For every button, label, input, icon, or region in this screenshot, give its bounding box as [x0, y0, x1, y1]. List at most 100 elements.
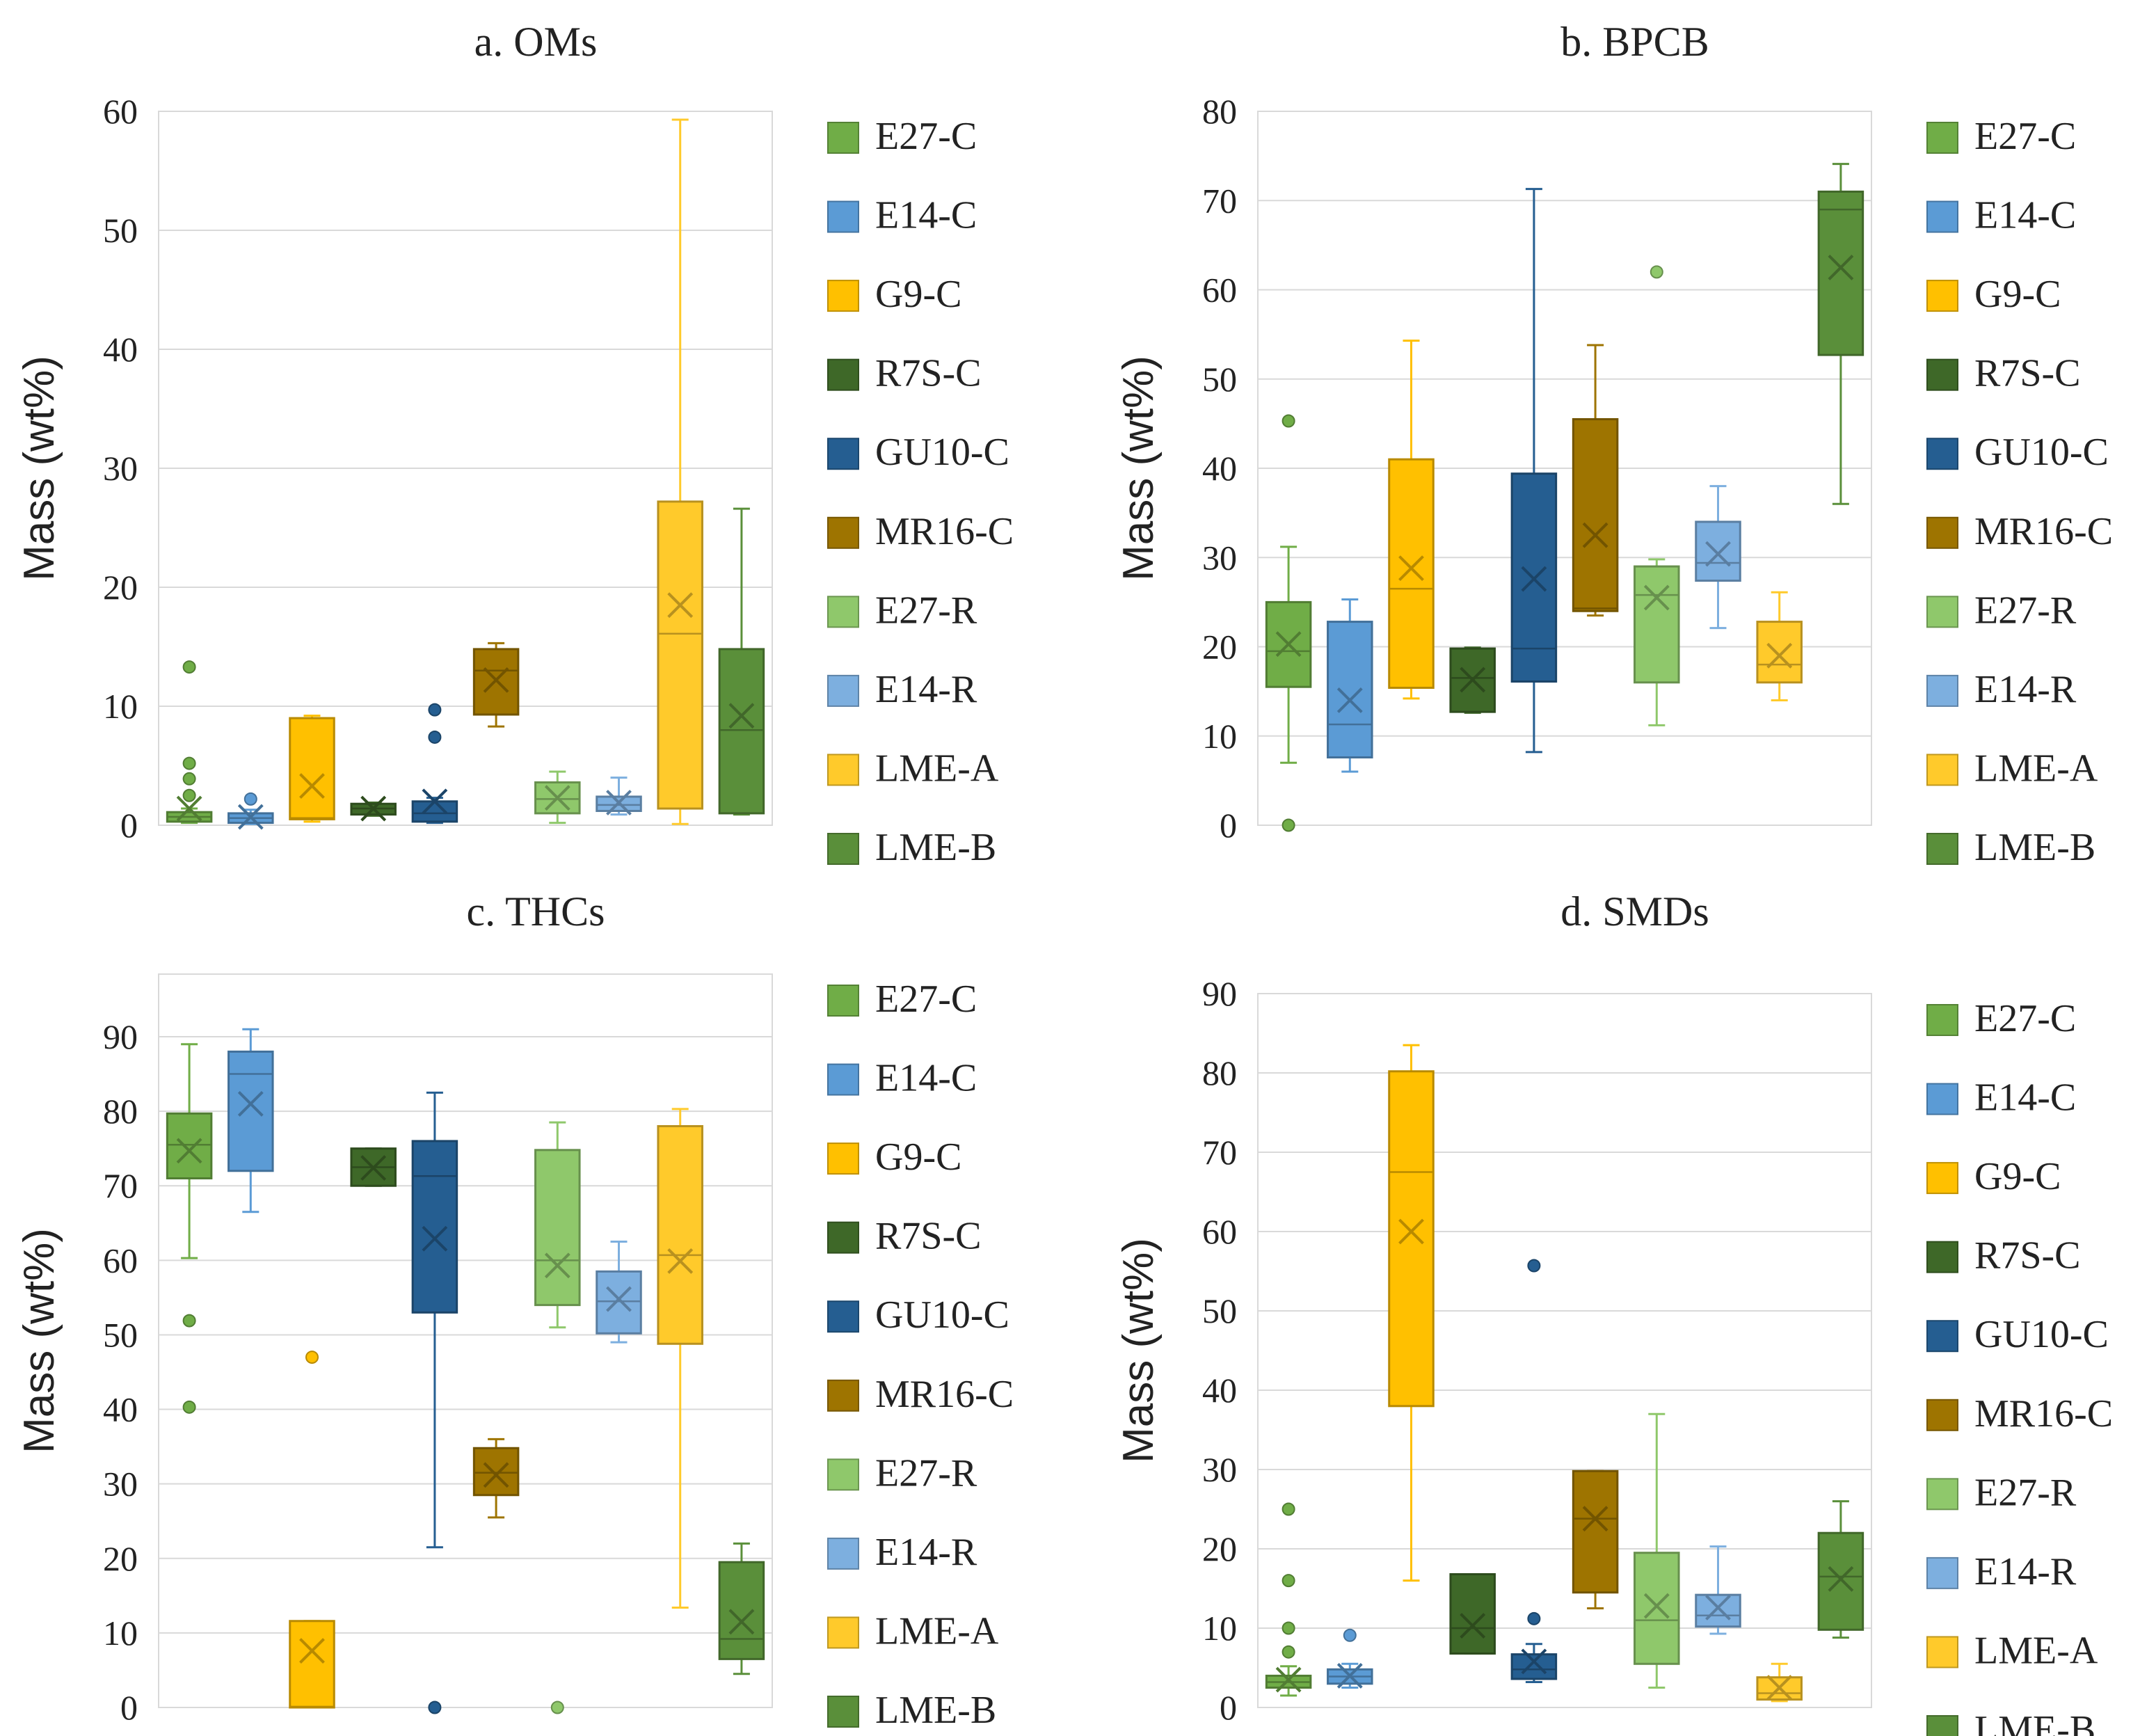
mean-marker	[1275, 1666, 1302, 1693]
mean-marker	[483, 1462, 509, 1488]
box-body	[227, 1050, 274, 1172]
box-body	[1695, 1593, 1741, 1628]
box-r7s-c	[350, 795, 397, 822]
outlier-point	[182, 660, 196, 674]
legend-label: E14-C	[1974, 194, 2076, 237]
box-e14-r	[596, 777, 642, 816]
box-g9-c	[289, 1351, 335, 1709]
y-tick-label: 0	[1220, 1688, 1237, 1727]
panel-b-bpcb: 0 10 20 30 40 50 60 70 80 b. BPCB Mass (wt%) E27-C E…	[1115, 19, 2113, 869]
plot-area-border	[1257, 993, 1872, 1708]
y-tick-label: 40	[103, 1390, 138, 1429]
box-mr16-c	[1572, 344, 1619, 617]
legend-label: R7S-C	[1974, 1234, 2081, 1277]
mean-marker	[360, 795, 387, 822]
outlier-point	[550, 1701, 564, 1714]
outlier-point	[1650, 265, 1663, 279]
y-tick-label: 20	[103, 568, 138, 607]
box-e27-c	[166, 1043, 213, 1414]
box-gu10-c	[1510, 1259, 1558, 1684]
box-body	[657, 1125, 703, 1345]
chart-title: d. SMDs	[1560, 889, 1709, 934]
mean-marker	[237, 1090, 264, 1117]
legend-label: E14-C	[875, 1057, 977, 1100]
box-body	[411, 1140, 458, 1314]
mean-marker	[1460, 1613, 1486, 1639]
legend-swatch	[1926, 280, 1958, 312]
y-axis-label: Mass (wt%)	[15, 356, 63, 581]
box-gu10-c	[411, 1091, 458, 1714]
legend-swatch	[827, 754, 859, 786]
mean-marker	[422, 788, 448, 815]
legend-label: MR16-C	[1974, 1392, 2113, 1435]
legend-label: E27-C	[875, 978, 977, 1021]
box-e14-c	[1327, 1628, 1373, 1689]
outlier-point	[428, 730, 442, 744]
mean-marker	[728, 703, 755, 729]
box-body	[1388, 458, 1435, 689]
mean-marker	[606, 1286, 632, 1312]
box-e27-r	[1634, 265, 1680, 726]
outlier-point	[1281, 414, 1295, 428]
box-e27-r	[534, 1121, 581, 1714]
legend-label: E27-C	[1974, 997, 2076, 1040]
y-tick-label: 30	[1202, 538, 1237, 577]
box-body	[1634, 1552, 1680, 1665]
chart-title: c. THCs	[467, 889, 605, 934]
y-tick-label: 0	[120, 1688, 138, 1727]
mean-marker	[544, 785, 570, 811]
mean-marker	[1275, 631, 1302, 658]
box-lme-b	[718, 507, 765, 816]
box-body	[1817, 1531, 1864, 1631]
outlier-point	[428, 1701, 442, 1714]
legend-label: R7S-C	[1974, 352, 2081, 395]
outlier-point	[1281, 1502, 1295, 1516]
legend-swatch	[827, 674, 859, 707]
legend-swatch	[1926, 1636, 1958, 1669]
legend-label: LME-A	[875, 747, 999, 790]
box-lme-b	[1817, 1500, 1864, 1639]
legend-label: G9-C	[1974, 273, 2061, 316]
box-e27-r	[1634, 1412, 1680, 1689]
mean-marker	[1521, 1648, 1547, 1675]
legend-swatch	[827, 1142, 859, 1175]
y-tick-label: 90	[1202, 974, 1237, 1013]
box-body	[289, 717, 335, 820]
y-tick-label: 80	[1202, 1053, 1237, 1092]
box-mr16-c	[1572, 1470, 1619, 1609]
box-mr16-c	[472, 1438, 520, 1519]
box-e27-c	[1265, 414, 1312, 832]
mean-marker	[1643, 584, 1670, 611]
mean-marker	[360, 1155, 387, 1181]
box-body	[1572, 1470, 1619, 1594]
mean-marker	[1582, 1506, 1608, 1532]
mean-marker	[1336, 687, 1363, 713]
box-e27-c	[166, 660, 213, 825]
legend-swatch	[827, 122, 859, 154]
legend-swatch	[827, 280, 859, 312]
legend-label: LME-A	[1974, 747, 2098, 790]
box-gu10-c	[1510, 188, 1558, 754]
y-tick-label: 70	[1202, 1133, 1237, 1172]
y-tick-label: 60	[1202, 1212, 1237, 1251]
box-body	[1510, 1653, 1558, 1680]
y-tick-label: 10	[1202, 717, 1237, 756]
box-e27-c	[1265, 1502, 1312, 1697]
box-body	[472, 648, 520, 716]
legend-swatch	[1926, 1320, 1958, 1353]
legend-label: MR16-C	[1974, 510, 2113, 553]
box-lme-a	[657, 118, 703, 825]
legend-label: E27-C	[1974, 115, 2076, 158]
mean-marker	[544, 1252, 570, 1279]
y-tick-label: 60	[103, 92, 138, 131]
box-gu10-c	[411, 703, 458, 825]
box-g9-c	[1388, 340, 1435, 700]
mean-marker	[1705, 1594, 1731, 1620]
box-e14-r	[1695, 1545, 1741, 1635]
y-tick-label: 20	[1202, 1529, 1237, 1568]
outlier-point	[182, 1314, 196, 1328]
y-tick-label: 0	[1220, 806, 1237, 845]
box-body	[596, 1270, 642, 1335]
legend-swatch	[1926, 516, 1958, 549]
